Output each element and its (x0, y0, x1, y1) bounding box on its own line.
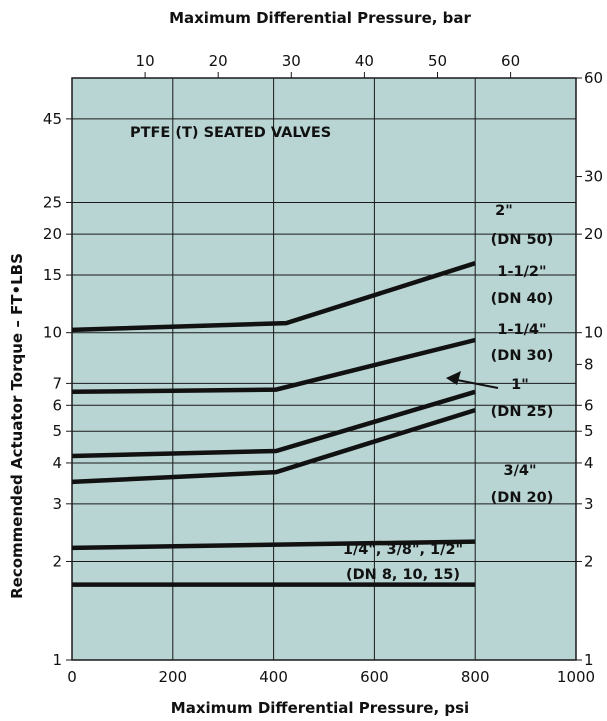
y-right-tick-30: 30 (584, 168, 603, 186)
y-right-tick-1: 1 (584, 651, 594, 669)
annotation-3-4in: 3/4" (DN 20) (491, 463, 554, 506)
y-right-tick-5: 5 (584, 422, 594, 440)
series-line-1 (71, 337, 476, 395)
x-tick-800: 800 (461, 668, 490, 686)
grid (71, 78, 577, 660)
y-right-tick-3: 3 (584, 495, 594, 513)
x2-tick-20: 20 (209, 52, 228, 70)
y-left-tick-45: 45 (43, 110, 62, 128)
series-line-2 (71, 389, 476, 459)
x-tick-400: 400 (259, 668, 288, 686)
annotation-1in-arrowhead (446, 371, 461, 385)
annotation-1in-arrow-line (451, 378, 499, 389)
annotation-1-1-4in-dn: (DN 30) (491, 348, 554, 364)
annotation-3-4in-size: 3/4" (503, 463, 536, 479)
series-line-0 (71, 261, 476, 333)
y-left-tick-4: 4 (52, 454, 62, 472)
annotation-small-valves-dn: (DN 8, 10, 15) (346, 567, 460, 583)
annotation-3-4in-dn: (DN 20) (491, 490, 554, 506)
x-tick-1000: 1000 (557, 668, 595, 686)
y-left-tick-3: 3 (52, 495, 62, 513)
x-tick-200: 200 (158, 668, 187, 686)
series-line-4 (71, 539, 476, 551)
x2-tick-10: 10 (136, 52, 155, 70)
annotation-1-1-4in-size: 1-1/4" (497, 322, 546, 338)
annotation-small-valves-size: 1/4", 3/8", 1/2" (343, 542, 463, 558)
y-left-tick-25: 25 (43, 193, 62, 211)
x2-tick-40: 40 (355, 52, 374, 70)
annotation-1in-size: 1" (511, 377, 529, 393)
annotation-1-1-2in: 1-1/2" (DN 40) (491, 264, 554, 307)
y-left-tick-15: 15 (43, 266, 62, 284)
y-left-tick-1: 1 (52, 651, 62, 669)
x2-tick-60: 60 (501, 52, 520, 70)
annotation-small-valves: 1/4", 3/8", 1/2" (DN 8, 10, 15) (343, 542, 463, 583)
y-right-tick-8: 8 (584, 355, 594, 373)
annotation-1in: 1" (DN 25) (446, 371, 553, 420)
y-right-tick-10: 10 (584, 324, 603, 342)
x2-tick-50: 50 (428, 52, 447, 70)
annotation-1-1-2in-size: 1-1/2" (497, 264, 546, 280)
annotation-1-1-2in-dn: (DN 40) (491, 291, 554, 307)
annotation-2in: 2" (DN 50) (491, 203, 554, 248)
y-left-tick-10: 10 (43, 324, 62, 342)
chart-title: PTFE (T) SEATED VALVES (130, 125, 331, 141)
y-right-tick-4: 4 (584, 454, 594, 472)
top-axis-title: Maximum Differential Pressure, bar (169, 9, 471, 27)
series-line-3 (71, 407, 476, 485)
x-tick-0: 0 (67, 668, 77, 686)
annotation-1-1-4in: 1-1/4" (DN 30) (491, 322, 554, 364)
annotation-2in-dn: (DN 50) (491, 232, 554, 248)
x-tick-600: 600 (360, 668, 389, 686)
annotation-2in-size: 2" (495, 203, 513, 219)
plot-area (71, 77, 577, 661)
y-left-tick-2: 2 (52, 552, 62, 570)
x2-tick-30: 30 (282, 52, 301, 70)
y-right-tick-2: 2 (584, 552, 594, 570)
y-axis-title: Recommended Actuator Torque – FT•LBS (8, 253, 26, 599)
y-right-tick-60: 60 (584, 69, 603, 87)
series-lines (71, 261, 476, 587)
y-left-tick-20: 20 (43, 225, 62, 243)
y-left-tick-6: 6 (52, 396, 62, 414)
y-left-tick-5: 5 (52, 422, 62, 440)
y-left-tick-7: 7 (52, 374, 62, 392)
bottom-axis-title: Maximum Differential Pressure, psi (171, 699, 469, 717)
y-right-tick-20: 20 (584, 225, 603, 243)
y-right-tick-6: 6 (584, 396, 594, 414)
annotation-1in-dn: (DN 25) (491, 404, 554, 420)
